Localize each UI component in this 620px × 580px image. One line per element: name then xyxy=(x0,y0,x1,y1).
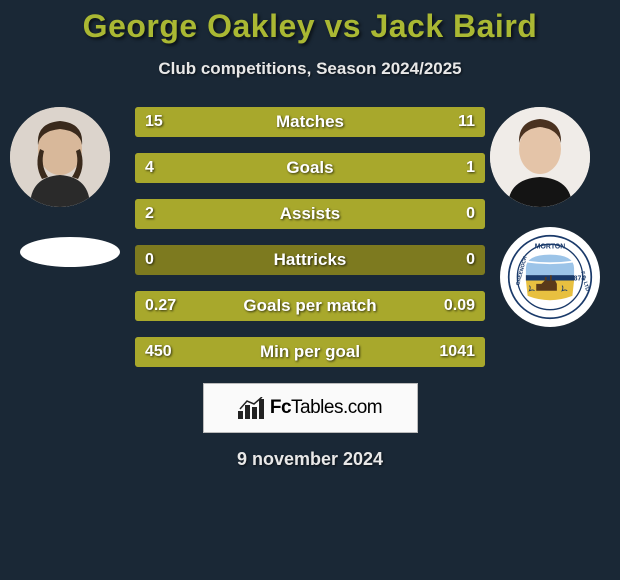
player-right-avatar xyxy=(490,107,590,207)
player-right-club-logo: MORTON GREENOCK F.C. LTD 1874 xyxy=(500,227,600,327)
stat-value-left: 0 xyxy=(145,245,154,275)
stat-label: Goals xyxy=(135,153,485,183)
footer-brand-text: FcTables.com xyxy=(270,397,382,419)
stat-label: Assists xyxy=(135,199,485,229)
stat-value-right: 0 xyxy=(466,199,475,229)
brand-suffix: .com xyxy=(343,397,382,418)
subtitle: Club competitions, Season 2024/2025 xyxy=(0,59,620,79)
stat-label: Min per goal xyxy=(135,337,485,367)
brand-main: Tables xyxy=(291,397,343,418)
stat-bars: Matches1511Goals41Assists20Hattricks00Go… xyxy=(135,107,485,367)
stat-row: Goals4 1 xyxy=(135,153,485,183)
stat-row: Min per goal450 1041 xyxy=(135,337,485,367)
stat-value-left: 450 xyxy=(145,337,172,367)
svg-text:MORTON: MORTON xyxy=(535,244,565,251)
stat-row: Goals per match0.27 0.09 xyxy=(135,291,485,321)
stat-label: Matches xyxy=(135,107,485,137)
avatar-placeholder-icon xyxy=(10,107,110,207)
brand-prefix: Fc xyxy=(270,397,291,418)
stat-row: Matches15 11 xyxy=(135,107,485,137)
stat-label: Hattricks xyxy=(135,245,485,275)
stat-value-right: 1041 xyxy=(439,337,475,367)
comparison-card: George Oakley vs Jack Baird Club competi… xyxy=(0,0,620,470)
stat-value-right: 1 xyxy=(466,153,475,183)
main-area: MORTON GREENOCK F.C. LTD 1874 Matches15 1… xyxy=(0,107,620,367)
footer-date: 9 november 2024 xyxy=(0,449,620,470)
stat-value-right: 0 xyxy=(466,245,475,275)
bars-icon xyxy=(238,397,264,419)
club-badge-icon: MORTON GREENOCK F.C. LTD 1874 xyxy=(507,234,593,320)
stat-row: Assists2 0 xyxy=(135,199,485,229)
player-left-club-logo xyxy=(20,237,120,267)
stat-value-left: 4 xyxy=(145,153,154,183)
stat-value-left: 0.27 xyxy=(145,291,176,321)
stat-value-left: 2 xyxy=(145,199,154,229)
stat-value-right: 11 xyxy=(458,107,475,137)
player-left-avatar xyxy=(10,107,110,207)
fctables-logo: FcTables.com xyxy=(203,383,418,433)
stat-value-right: 0.09 xyxy=(444,291,475,321)
stat-label: Goals per match xyxy=(135,291,485,321)
stat-value-left: 15 xyxy=(145,107,163,137)
avatar-placeholder-icon xyxy=(490,107,590,207)
stat-row: Hattricks0 0 xyxy=(135,245,485,275)
page-title: George Oakley vs Jack Baird xyxy=(0,8,620,45)
